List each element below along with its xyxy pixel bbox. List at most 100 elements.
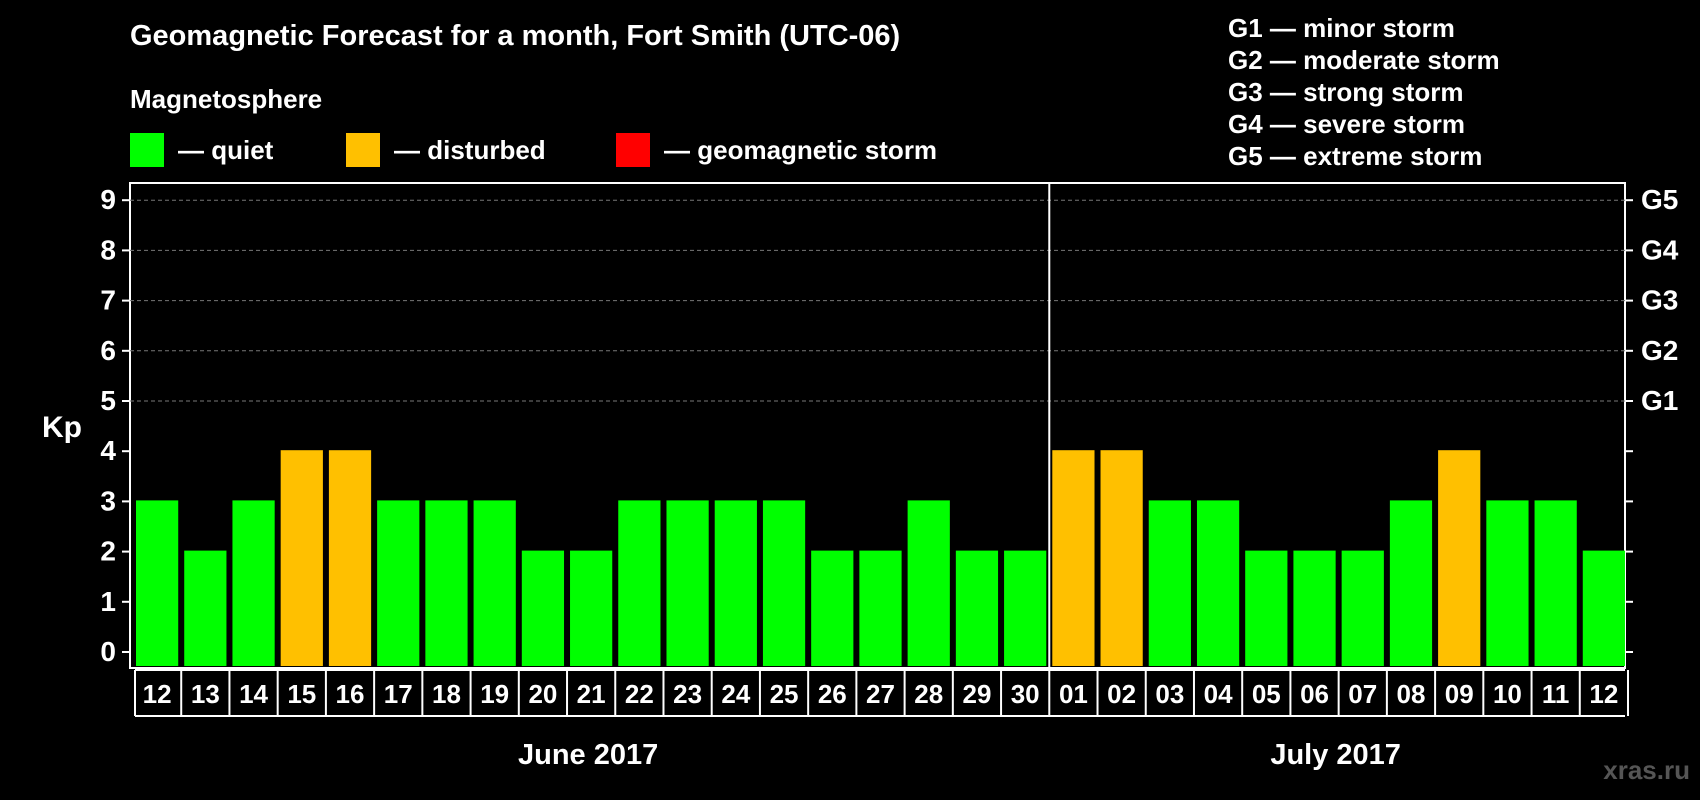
x-tick-label: 18 [432,679,461,709]
y-tick-label: 2 [100,536,116,567]
bar-7 [473,500,516,666]
bar-0 [136,500,179,666]
g-scale-label: G2 [1641,335,1678,366]
x-tick-label: 16 [336,679,365,709]
bar-28 [1486,500,1529,666]
y-tick-label: 6 [100,335,116,366]
x-tick-label: 08 [1397,679,1426,709]
bar-14 [811,550,854,666]
month-label: June 2017 [518,739,658,771]
y-tick-label: 0 [100,636,116,667]
legend-swatch-quiet [130,133,164,167]
x-tick-label: 12 [1589,679,1618,709]
x-tick-label: 24 [721,679,750,709]
bar-18 [1004,550,1047,666]
bar-2 [232,500,275,666]
bar-4 [328,450,372,666]
plot-frame [129,182,1626,669]
storm-scale-g5: G5 — extreme storm [1228,141,1483,171]
bar-8 [521,550,565,666]
bar-16 [907,500,950,666]
bar-27 [1438,450,1481,666]
month-label: July 2017 [1270,739,1401,771]
x-tick-label: 21 [577,679,606,709]
y-tick-label: 8 [100,234,116,265]
bar-24 [1293,550,1336,666]
x-tick-label: 12 [143,679,172,709]
x-tick-label: 01 [1059,679,1088,709]
storm-scale-g1: G1 — minor storm [1228,13,1455,43]
bar-13 [762,500,806,666]
x-tick-label: 25 [770,679,799,709]
y-tick-label: 3 [100,485,116,516]
legend-swatch-disturbed [346,133,380,167]
y-tick-label: 5 [100,385,116,416]
x-tick-label: 28 [914,679,943,709]
x-tick-label: 04 [1204,679,1233,709]
bar-9 [570,550,613,666]
bar-19 [1052,450,1095,666]
bar-25 [1341,550,1384,666]
y-tick-label: 4 [100,435,116,466]
bar-12 [714,500,757,666]
x-tick-label: 22 [625,679,654,709]
bar-1 [184,550,227,666]
x-tick-label: 15 [287,679,316,709]
legend-disturbed: — disturbed [346,133,546,167]
x-tick-label: 10 [1493,679,1522,709]
x-tick-label: 17 [384,679,413,709]
x-tick-label: 20 [528,679,557,709]
g-scale-label: G3 [1641,285,1678,316]
x-tick-label: 06 [1300,679,1329,709]
y-tick-label: 1 [100,586,116,617]
legend-label-quiet: — quiet [178,134,274,165]
bar-21 [1148,500,1191,666]
x-tick-label: 05 [1252,679,1281,709]
bar-6 [425,500,468,666]
x-tick-label: 11 [1542,679,1570,709]
legend-label-disturbed: — disturbed [394,134,546,165]
bar-10 [618,500,661,666]
g-scale-label: G4 [1641,234,1679,265]
magnetosphere-title: Magnetosphere [130,84,323,114]
bar-15 [859,550,902,666]
legend-swatch-storm [616,133,650,167]
bar-5 [377,500,420,666]
bar-26 [1389,500,1433,666]
y-axis-label: Kp [42,411,82,444]
x-tick-label: 14 [239,679,268,709]
x-tick-label: 09 [1445,679,1474,709]
x-tick-label: 30 [1011,679,1040,709]
x-tick-label: 03 [1155,679,1184,709]
watermark: xras.ru [1603,755,1690,785]
legend-label-storm: — geomagnetic storm [664,134,938,165]
bar-23 [1245,550,1288,666]
bar-17 [955,550,999,666]
x-tick-label: 29 [962,679,991,709]
chart-title: Geomagnetic Forecast for a month, Fort S… [130,20,901,52]
x-tick-label: 26 [818,679,847,709]
bar-22 [1196,500,1240,666]
x-tick-label: 07 [1348,679,1377,709]
bar-11 [666,500,709,666]
x-tick-label: 19 [480,679,509,709]
storm-scale-g4: G4 — severe storm [1228,109,1466,139]
legend-quiet: — quiet [130,133,273,167]
x-tick-label: 27 [866,679,895,709]
bar-20 [1100,450,1143,666]
y-tick-label: 7 [100,285,116,316]
storm-scale-g3: G3 — strong storm [1228,77,1464,107]
bar-3 [280,450,323,666]
g-scale-label: G5 [1641,184,1678,215]
y-tick-label: 9 [100,184,116,215]
legend-storm: — geomagnetic storm [616,133,937,167]
g-scale-label: G1 [1641,385,1678,416]
storm-scale-g2: G2 — moderate storm [1228,45,1500,75]
bar-30 [1582,550,1625,666]
x-tick-label: 23 [673,679,702,709]
x-tick-label: 02 [1107,679,1136,709]
x-tick-label: 13 [191,679,220,709]
bar-29 [1534,500,1577,666]
storm-scale-list: G1 — minor storm G2 — moderate storm G3 … [1228,12,1500,172]
